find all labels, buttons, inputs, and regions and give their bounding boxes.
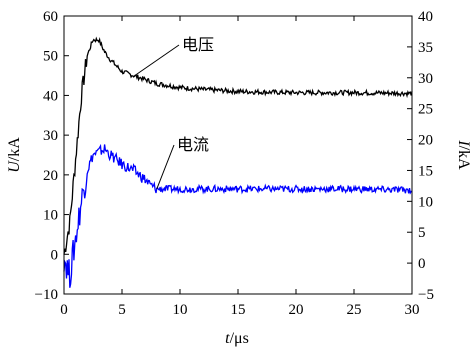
y-left-tick-label: 60 bbox=[43, 9, 58, 25]
y-right-tick-label: 40 bbox=[418, 9, 433, 25]
x-axis-label: t/μs bbox=[225, 330, 249, 347]
y-right-tick-label: 35 bbox=[418, 40, 433, 56]
y-right-tick-label: 10 bbox=[418, 194, 433, 210]
axes bbox=[63, 15, 413, 295]
series-layer bbox=[63, 36, 413, 288]
annotation-leader-current bbox=[156, 144, 175, 190]
annotation-label-current: 电流 bbox=[177, 135, 209, 154]
x-axis-var: t bbox=[225, 330, 230, 347]
x-tick-label: 10 bbox=[173, 302, 188, 318]
y-left-axis-var: U bbox=[6, 160, 23, 173]
y-left-tick-label: 20 bbox=[43, 168, 58, 184]
y-right-tick-label: 0 bbox=[418, 256, 426, 272]
y-left-tick-label: 30 bbox=[43, 128, 58, 144]
x-tick-label: 0 bbox=[60, 302, 68, 318]
y-left-axis-label: U/kA bbox=[6, 137, 23, 173]
y-left-tick-label: 40 bbox=[43, 88, 58, 104]
y-right-tick-label: 15 bbox=[418, 163, 433, 179]
y-right-axis-label: I/kA bbox=[455, 139, 470, 170]
tick-labels: 0 5 10 15 20 25 30−100102030405060−50510152025… bbox=[35, 9, 434, 318]
series-line-voltage bbox=[63, 36, 413, 255]
x-axis-unit: /μs bbox=[230, 330, 249, 347]
y-left-tick-label: −10 bbox=[35, 287, 58, 303]
x-tick-label: 15 bbox=[231, 302, 246, 318]
x-tick-label: 20 bbox=[289, 302, 304, 318]
y-left-tick-label: 10 bbox=[43, 208, 58, 224]
y-right-tick-label: 25 bbox=[418, 102, 433, 118]
x-tick-label: 5 bbox=[118, 302, 126, 318]
y-right-tick-label: −5 bbox=[418, 287, 434, 303]
annotation-label-voltage: 电压 bbox=[182, 35, 214, 54]
x-tick-label: 25 bbox=[347, 302, 362, 318]
y-right-tick-label: 30 bbox=[418, 71, 433, 87]
y-right-axis-unit: /kA bbox=[455, 146, 470, 170]
y-right-axis-var: I bbox=[455, 139, 470, 146]
y-left-axis-unit: /kA bbox=[6, 137, 23, 161]
y-right-tick-label: 5 bbox=[418, 225, 426, 241]
series-line-current bbox=[63, 143, 412, 288]
y-left-tick-label: 50 bbox=[43, 49, 58, 65]
annotation-leader-voltage bbox=[133, 44, 180, 77]
x-tick-label: 30 bbox=[405, 302, 420, 318]
y-right-tick-label: 20 bbox=[418, 133, 433, 149]
y-left-tick-label: 0 bbox=[51, 247, 59, 263]
